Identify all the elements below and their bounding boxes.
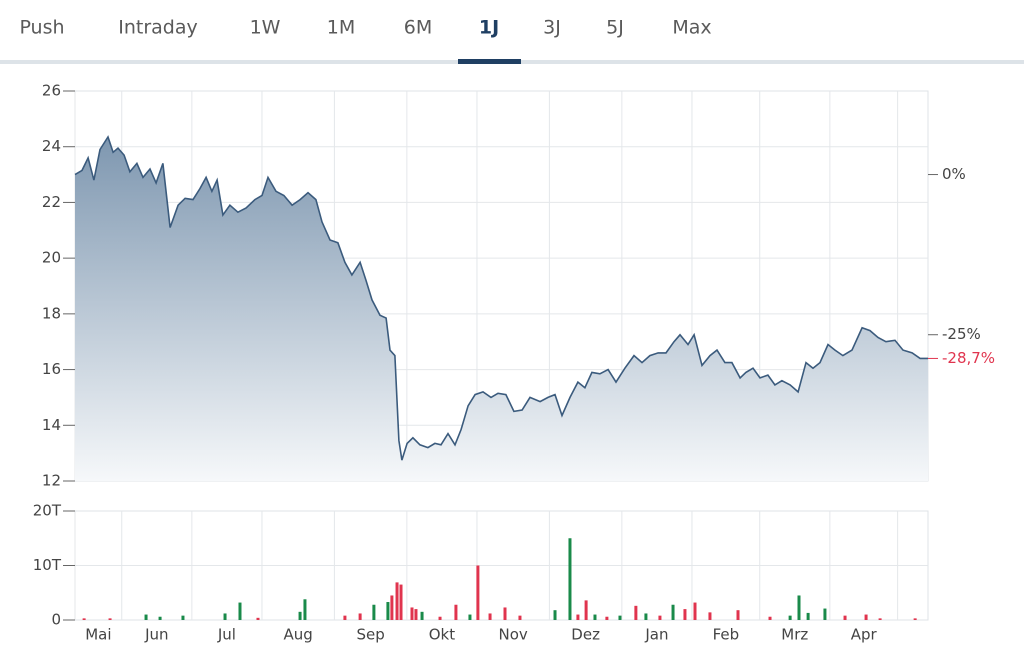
y-tick-label: 22 [42, 193, 61, 211]
volume-bar [438, 616, 442, 620]
tab[interactable]: Max [672, 17, 711, 39]
x-tick-label: Jan [644, 626, 668, 644]
x-tick-label: Feb [713, 626, 740, 644]
volume-bar [503, 607, 507, 620]
y-tick-label: 24 [42, 137, 61, 155]
volume-bar [82, 618, 86, 620]
y-tick-label: 10T [33, 556, 62, 574]
volume-bar [476, 565, 480, 620]
volume-bar [671, 604, 675, 620]
volume-bar [303, 599, 307, 620]
volume-bar [634, 605, 638, 620]
volume-bar [683, 609, 687, 620]
x-tick-label: Mrz [781, 626, 808, 644]
volume-bar [223, 613, 227, 620]
volume-bar [843, 615, 847, 620]
y-tick-label: 20T [33, 502, 62, 520]
volume-bar [414, 609, 418, 620]
tab[interactable]: 1M [327, 17, 355, 39]
volume-bar [454, 604, 458, 620]
volume-bar [343, 615, 347, 620]
y-tick-label: 12 [42, 472, 61, 490]
tab-underline [458, 59, 521, 64]
tab[interactable]: Intraday [118, 17, 198, 39]
volume-bar [358, 613, 362, 620]
volume-bar [386, 602, 390, 620]
volume-bar [768, 616, 772, 620]
volume-bar [108, 618, 112, 620]
last-value-label: -28,7% [942, 349, 995, 367]
volume-bar [913, 618, 917, 620]
x-tick-label: Dez [571, 626, 600, 644]
volume-bar [708, 612, 712, 620]
volume-bar [390, 595, 394, 620]
x-tick-label: Jun [144, 626, 168, 644]
volume-bar [238, 602, 242, 620]
x-tick-label: Sep [356, 626, 384, 644]
x-tick-label: Jul [217, 626, 236, 644]
volume-bar [618, 615, 622, 620]
y2-tick-label: -25% [942, 325, 981, 343]
tab[interactable]: 1W [250, 17, 281, 39]
x-tick-label: Nov [499, 626, 528, 644]
price-line [74, 135, 928, 461]
volume-bar [298, 611, 302, 620]
x-tick-label: Okt [429, 626, 455, 644]
volume-bar [410, 607, 414, 620]
volume-bar [864, 614, 868, 620]
y-tick-label: 14 [42, 416, 61, 434]
y-tick-label: 20 [42, 249, 61, 267]
tab[interactable]: 6M [404, 17, 432, 39]
volume-bar [372, 604, 376, 620]
volume-bar [399, 584, 403, 620]
volume-bar [158, 616, 162, 620]
volume-bar [181, 615, 185, 620]
volume-bar [605, 616, 609, 620]
volume-bar [736, 610, 740, 620]
volume-bar [468, 614, 472, 620]
volume-bar [644, 613, 648, 620]
volume-bar [553, 610, 557, 620]
volume-bar [256, 617, 260, 620]
volume-bar [420, 611, 424, 620]
volume-bar [518, 615, 522, 620]
y2-tick-label: 0% [942, 165, 966, 183]
volume-bar [658, 615, 662, 620]
y-tick-label: 26 [42, 82, 61, 100]
volume-bar [806, 612, 810, 620]
volume-bar [568, 538, 572, 620]
tab[interactable]: 1J [479, 17, 499, 39]
volume-bar [584, 600, 588, 620]
x-tick-label: Apr [851, 626, 878, 644]
price-area [75, 137, 928, 481]
volume-bar [593, 614, 597, 620]
volume-bar [797, 595, 801, 620]
volume-bar [693, 602, 697, 620]
tab[interactable]: Push [19, 17, 64, 39]
y-tick-label: 0 [51, 611, 61, 629]
y-tick-label: 16 [42, 360, 61, 378]
volume-bar [823, 608, 827, 620]
x-tick-label: Aug [284, 626, 313, 644]
volume-bar [788, 615, 792, 620]
volume-bar [488, 613, 492, 620]
volume-bar [576, 614, 580, 620]
x-tick-label: Mai [85, 626, 111, 644]
volume-bar [144, 614, 148, 620]
tab[interactable]: 5J [606, 17, 624, 39]
volume-bar [878, 618, 882, 620]
tab[interactable]: 3J [543, 17, 561, 39]
volume-bar [395, 582, 399, 620]
y-tick-label: 18 [42, 304, 61, 322]
